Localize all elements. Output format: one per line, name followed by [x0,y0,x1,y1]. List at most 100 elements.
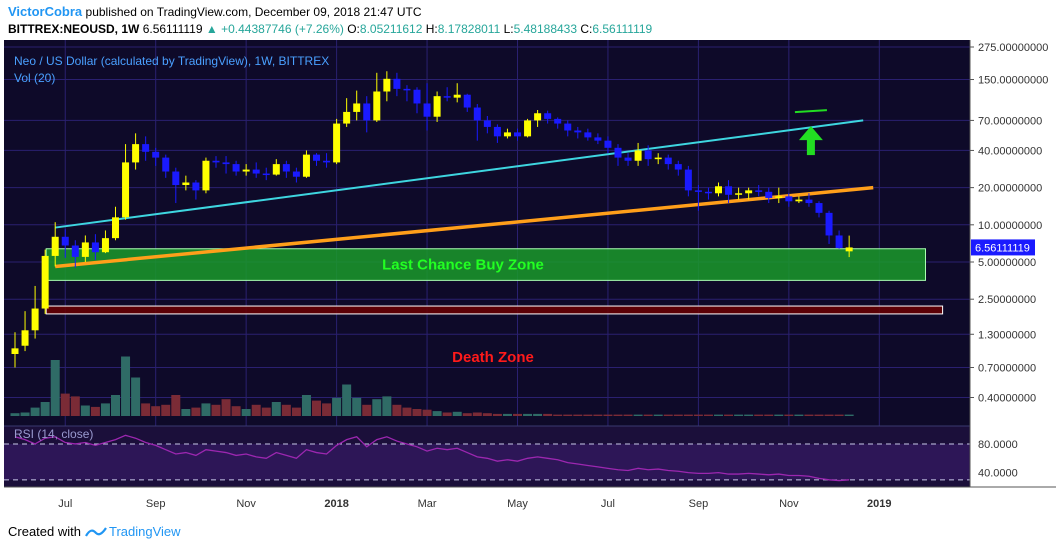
rsi-line [14,434,850,482]
candle [715,182,722,197]
volume-bar [754,414,764,416]
volume-bar [814,414,824,416]
candle-body [554,118,562,124]
tradingview-logo-icon[interactable] [85,525,107,539]
volume-bar [543,413,553,416]
candle [81,235,89,262]
candle-body [684,169,692,191]
candle [574,126,582,139]
last-price-tag [971,239,1035,256]
candle-body [282,164,290,172]
volume-bar [764,414,774,416]
candle-body [313,154,320,161]
trend-line-support [55,185,874,269]
candle [544,110,552,124]
candle-body [745,190,753,194]
volume-bar [322,403,332,416]
tradingview-brand[interactable]: TradingView [108,524,181,539]
volume-bar [502,413,512,416]
candle-body [694,190,702,192]
candle [674,160,682,176]
volume-bar [141,403,151,416]
price-tick-label-8: 1.30000000 [978,329,1036,341]
candle-body [21,330,29,346]
volume-bar [30,407,40,416]
candle [745,187,753,200]
volume-bar [824,414,834,416]
candle [634,142,642,166]
candle-body [785,196,793,202]
candle-body [302,154,310,177]
volume-bar [744,414,754,416]
candle-body [463,94,471,108]
header-line-1: VictorCobra published on TradingView.com… [8,4,422,19]
volume-bar [111,395,120,416]
arrow-up-icon [798,126,823,141]
volume-bar [121,356,131,416]
rsi-label: RSI (14, close) [14,427,93,441]
volume-bar [80,405,90,416]
candle-body [142,144,150,152]
candle [142,136,150,161]
volume-bar [171,395,181,416]
volume-bar [573,414,583,416]
candle-body [755,190,763,192]
volume-bar [100,403,110,416]
candle-body [122,162,130,218]
low-value: 5.48188433 [513,22,578,36]
candle [433,91,441,122]
candle [152,147,160,166]
candle-body [433,96,441,117]
axes: 275.00000000 150.00000000 70.00000000 40.00… [4,40,1056,510]
candle-body [483,120,491,127]
created-with-text: Created with [8,524,81,539]
candle-body [664,157,672,165]
candle [694,185,702,211]
zone-box-1 [45,305,944,315]
candle-body [503,132,511,137]
x-tick-label-6: Jul [601,498,615,510]
volume-bar [60,393,70,416]
candle [252,162,260,178]
candle-body [292,171,300,177]
candle [333,118,341,165]
candle [664,154,672,170]
volume-bar [633,414,643,416]
volume-bar [613,414,623,416]
candle [624,153,632,166]
rsi-pane [4,425,970,487]
price-chart[interactable]: Last Chance Buy Zone Death Zone Neo / US … [0,40,1059,514]
candle-body [192,182,200,191]
candle [222,156,230,174]
candle [242,164,250,176]
candle-body [182,182,190,186]
candle [343,98,351,127]
volume-bar [70,396,80,416]
symbol-label: BITTREX:NEOUSD, 1W [8,22,140,36]
author-name[interactable]: VictorCobra [8,4,83,19]
candle-body [765,191,773,198]
volume-bar [392,404,402,416]
volume-bar [462,413,472,416]
volume-bar [734,414,744,416]
volume-bar [50,360,60,416]
volume-bar [332,397,342,416]
candle [91,234,99,260]
candle-body [51,236,59,256]
volume-bar [834,414,844,416]
last-price: 6.56111119 [142,22,203,36]
volume-bar [482,413,492,416]
buy-zone-label: Last Chance Buy Zone [382,257,544,274]
candle [443,87,451,102]
candle-body [775,196,783,198]
volume-bar [291,407,301,416]
volume-bar [251,404,261,416]
candle [313,153,320,166]
candle [654,153,662,165]
candle-body [232,164,240,172]
volume-bar [281,404,291,416]
candle-body [815,203,823,213]
x-tick-label-5: May [507,498,528,510]
candle [132,133,140,170]
change-up-icon: ▲ [205,22,218,36]
